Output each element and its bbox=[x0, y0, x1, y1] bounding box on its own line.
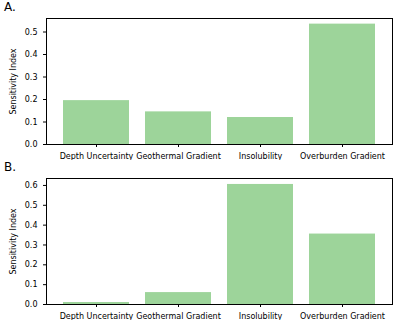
svg-text:0.0: 0.0 bbox=[25, 140, 38, 149]
svg-text:0.3: 0.3 bbox=[25, 73, 38, 82]
svg-text:0.1: 0.1 bbox=[25, 118, 38, 127]
svg-text:Depth Uncertainty: Depth Uncertainty bbox=[60, 312, 134, 320]
svg-text:Geothermal Gradient: Geothermal Gradient bbox=[136, 152, 221, 160]
svg-text:0.4: 0.4 bbox=[25, 221, 38, 230]
svg-text:Geothermal Gradient: Geothermal Gradient bbox=[136, 312, 221, 320]
svg-text:0.5: 0.5 bbox=[25, 28, 38, 37]
svg-text:Insolubility: Insolubility bbox=[239, 312, 283, 320]
svg-text:Overburden Gradient: Overburden Gradient bbox=[300, 152, 385, 160]
svg-text:0.6: 0.6 bbox=[25, 181, 38, 190]
svg-text:Insolubility: Insolubility bbox=[239, 152, 283, 160]
html-text:B.: B. bbox=[4, 160, 16, 174]
svg-text:Sensitivity Index: Sensitivity Index bbox=[9, 48, 18, 114]
svg-text:0.2: 0.2 bbox=[25, 260, 38, 269]
svg-text:0.3: 0.3 bbox=[25, 241, 38, 250]
svg-text:0.5: 0.5 bbox=[25, 201, 38, 210]
svg-text:Sensitivity Index: Sensitivity Index bbox=[9, 208, 18, 274]
svg-text:0.4: 0.4 bbox=[25, 50, 38, 59]
svg-text:0.2: 0.2 bbox=[25, 95, 38, 104]
html-text:A.: A. bbox=[4, 0, 16, 14]
svg-text:Depth Uncertainty: Depth Uncertainty bbox=[60, 152, 134, 160]
svg-text:0.0: 0.0 bbox=[25, 300, 38, 309]
svg-text:0.1: 0.1 bbox=[25, 280, 38, 289]
svg-text:Overburden Gradient: Overburden Gradient bbox=[300, 312, 385, 320]
